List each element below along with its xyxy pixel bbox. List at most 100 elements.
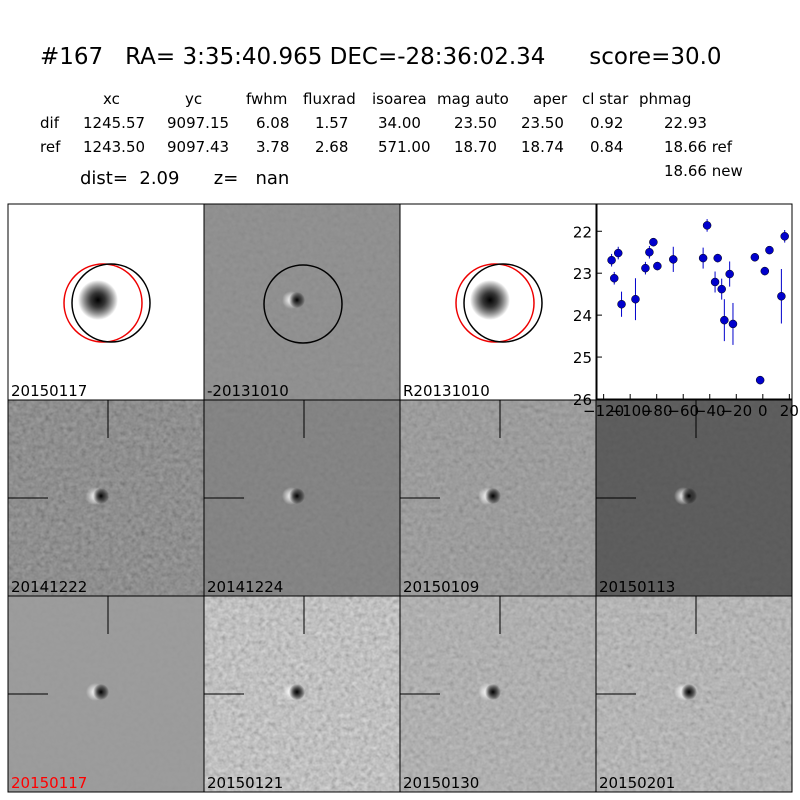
point [765,245,774,255]
x-tick-label: 20 [780,402,799,420]
table-cell: 1.57 [315,114,348,132]
table-cell: 22.93 [664,114,707,132]
table-header: cl star [582,90,629,108]
y-tick-label: 22 [573,223,592,241]
stamp: 20150117 [7,595,205,793]
source-dark [289,488,305,504]
point [710,277,720,287]
table-cell: 23.50 [521,114,564,132]
stamp: 20141224 [203,399,401,597]
table-cell: 571.00 [378,138,431,156]
source-blob [78,280,118,320]
table-cell: 9097.15 [167,114,229,132]
y-tick-label: 26 [573,391,592,409]
table-header: aper [533,90,568,108]
table-cell: 0.84 [590,138,623,156]
x-tick-label: −80 [641,402,673,420]
table-cell: 1245.57 [83,114,145,132]
x-tick-label: −40 [694,402,726,420]
aperture-black [71,263,151,343]
dist-line: dist= 2.09 z= nan [80,168,289,189]
point [702,221,712,230]
stamp-label: 20150117 [11,774,87,792]
stamp-label: 20141222 [11,578,87,596]
y-tick-label: 25 [573,349,592,367]
stamp: R20131010 [399,203,597,401]
source-dark [485,488,501,504]
source-dark [485,684,501,700]
point [713,253,722,263]
point [755,375,765,385]
row-label: ref [40,138,61,156]
point [725,269,734,279]
table-cell: 18.70 [454,138,497,156]
y-tick-label: 24 [573,307,592,325]
aperture-black [463,263,543,343]
table-cell: 9097.43 [167,138,229,156]
stamp-frame [595,595,793,793]
title: #167 RA= 3:35:40.965 DEC=-28:36:02.34 sc… [40,44,722,70]
point [760,266,770,276]
table-cell: 2.68 [315,138,348,156]
stamp: 20150121 [203,595,401,793]
point [617,299,626,309]
x-tick-label: −60 [667,402,699,420]
source-dark [681,488,697,504]
stamp-label: 20150109 [403,578,479,596]
point [645,247,654,257]
table-header: mag auto [437,90,509,108]
phmag-new: 18.66 new [664,162,743,180]
point [777,292,786,301]
table-cell: 1243.50 [83,138,145,156]
source-dark [93,684,109,700]
table-cell: 0.92 [590,114,623,132]
table-cell: 3.78 [256,138,289,156]
source-dark [681,684,697,700]
table-header: xc [103,90,120,108]
table-header: fluxrad [303,90,356,108]
y-tick-label: 23 [573,265,592,283]
stamp-label: 20150130 [403,774,479,792]
stamp-label: 20150121 [207,774,283,792]
point [613,248,623,258]
x-tick-label: −20 [720,402,752,420]
point [728,319,738,329]
plot-bg [597,204,792,399]
point [720,315,729,325]
table-header: yc [185,90,202,108]
stamp-label: 20150201 [599,774,675,792]
point [717,284,726,294]
stamp: 20150113 [595,399,793,597]
x-tick-label: 0 [758,402,768,420]
source-blob [470,280,510,320]
point [609,273,619,283]
stamp: 20150109 [399,399,597,597]
point [653,261,662,271]
source-dark [289,292,305,308]
stamp: 20150130 [399,595,597,793]
aperture-red [455,263,535,343]
source-dark [93,488,109,504]
stamp: 20141222 [7,399,205,597]
stamp: 20150201 [595,595,793,793]
table-header: isoarea [372,90,427,108]
stamp: -20131010 [203,203,401,401]
stamp-label: 20150113 [599,578,675,596]
table-cell: 6.08 [256,114,289,132]
plot-frame [596,203,793,400]
table-cell: 18.74 [521,138,564,156]
row-label: dif [40,114,60,132]
source-dark [289,684,305,700]
point [698,253,708,263]
x-tick-label: −120 [583,402,624,420]
aperture-red [63,263,143,343]
stamp-label: 20150117 [11,382,87,400]
stamp-label: R20131010 [403,382,490,400]
point [607,255,616,265]
point [780,232,789,241]
table-header: phmag [639,90,691,108]
point [631,294,640,304]
stamp-label: -20131010 [207,382,289,400]
aperture-black [263,264,343,344]
